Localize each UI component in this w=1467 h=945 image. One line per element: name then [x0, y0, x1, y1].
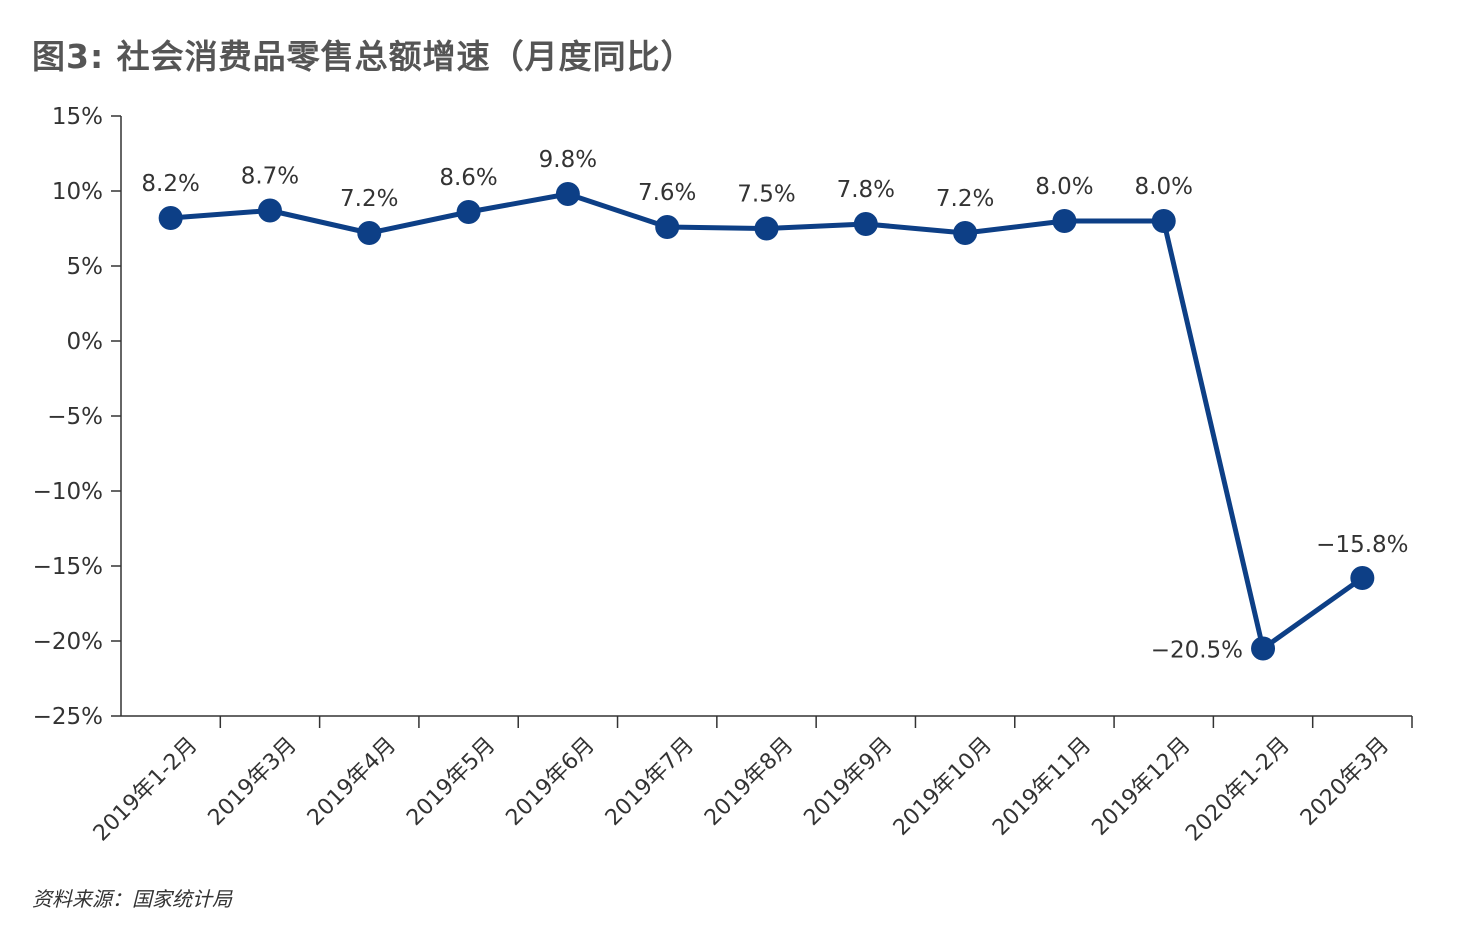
x-axis-categories: 2019年1-2月 2019年3月 2019年4月 2019年5月 2019年6月 201…	[89, 716, 1413, 847]
data-point	[754, 216, 779, 241]
data-label: 8.0%	[1135, 174, 1193, 200]
data-point	[1251, 636, 1276, 661]
data-label: 7.8%	[837, 177, 895, 203]
data-point	[1151, 209, 1176, 233]
data-label: 8.7%	[241, 164, 299, 190]
data-label: 7.2%	[340, 186, 398, 212]
data-label: 8.2%	[141, 171, 199, 197]
data-label: 9.8%	[539, 147, 597, 173]
data-point	[257, 198, 282, 223]
x-category-label: 2019年10月	[889, 733, 997, 841]
data-point	[1052, 209, 1077, 233]
y-tick-label: 5%	[67, 254, 104, 280]
y-tick-label: 0%	[67, 329, 104, 355]
x-category-label: 2019年12月	[1087, 733, 1195, 841]
data-label: −20.5%	[1151, 638, 1243, 664]
y-tick-label: −20%	[33, 629, 103, 655]
x-category-label: 2019年6月	[501, 733, 599, 831]
x-category-label: 2019年3月	[204, 733, 302, 831]
x-category-label: 2019年8月	[700, 733, 798, 831]
data-label: −15.8%	[1316, 532, 1408, 558]
data-point	[1350, 566, 1375, 590]
series-line	[170, 191, 1364, 651]
x-category-label: 2019年5月	[402, 733, 500, 831]
y-tick-label: −10%	[33, 479, 103, 505]
x-category-label: 2019年11月	[988, 733, 1096, 841]
data-label: 8.6%	[439, 165, 497, 191]
data-point	[853, 212, 878, 236]
data-labels: 8.2% 8.7% 7.2% 8.6% 9.8% 7.6% 7.5% 7.8% 7.2% 8.0%…	[141, 147, 1408, 664]
y-tick-label: −25%	[33, 704, 103, 730]
x-category-label: 2019年1-2月	[89, 733, 203, 847]
y-tick-label: −5%	[47, 404, 103, 430]
data-label: 7.2%	[936, 186, 994, 212]
data-label: 7.6%	[638, 180, 696, 206]
data-point	[357, 221, 382, 245]
data-point	[555, 182, 580, 206]
y-tick-label: 15%	[52, 104, 103, 130]
y-axis-ticks: 15% 10% 5% 0% −5% −10% −15% −20% −25%	[33, 104, 121, 730]
source-note: 资料来源：国家统计局	[32, 887, 232, 911]
data-point	[158, 206, 183, 230]
x-category-label: 2020年1-2月	[1181, 733, 1295, 847]
x-category-label: 2019年7月	[601, 733, 699, 831]
data-point	[655, 215, 680, 239]
data-label: 7.5%	[737, 182, 795, 208]
x-category-label: 2019年4月	[303, 733, 401, 831]
y-tick-label: 10%	[52, 179, 103, 205]
y-tick-label: −15%	[33, 554, 103, 580]
series	[158, 182, 1375, 661]
data-point	[953, 221, 978, 245]
data-label: 8.0%	[1035, 174, 1093, 200]
x-category-label: 2019年9月	[799, 733, 897, 831]
data-point	[456, 200, 481, 224]
chart-title: 图3: 社会消费品零售总额增速（月度同比）	[32, 37, 695, 76]
x-category-label: 2020年3月	[1296, 733, 1394, 831]
